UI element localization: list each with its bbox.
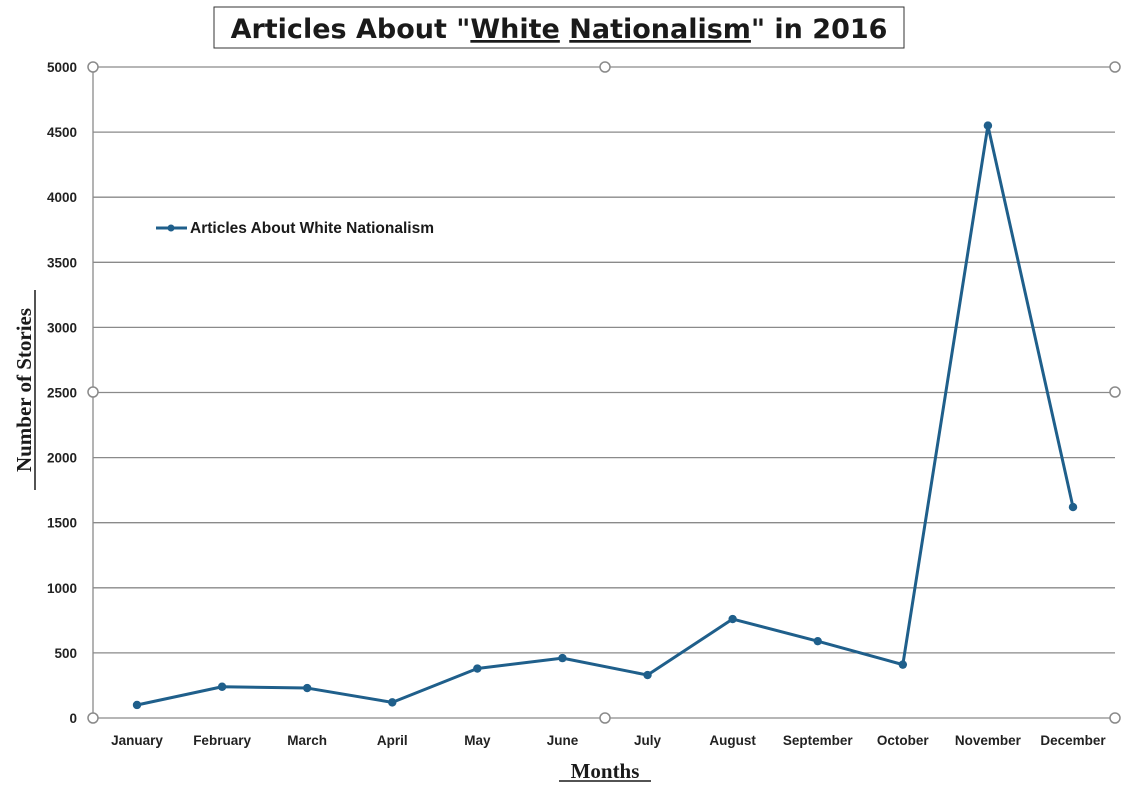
series-layer <box>132 121 1078 710</box>
data-point <box>473 664 482 673</box>
y-tick-label: 3000 <box>47 320 77 335</box>
x-tick-label: December <box>1040 733 1106 748</box>
y-tick-label: 4500 <box>47 125 77 140</box>
x-axis-tick-labels: January February March April May June July Augu… <box>111 733 1106 748</box>
data-point <box>898 660 908 669</box>
y-tick-label: 2000 <box>47 451 77 466</box>
x-axis-title: Months <box>571 759 640 783</box>
data-point <box>302 683 312 693</box>
y-axis-tick-labels: 0 500 1000 1500 2000 2500 3000 3500 4000 4500 5000 <box>47 60 77 726</box>
y-tick-label: 5000 <box>47 60 77 75</box>
data-point <box>558 653 567 663</box>
x-tick-label: May <box>464 733 491 748</box>
data-point <box>1068 502 1078 512</box>
data-point <box>983 121 993 130</box>
x-tick-label: October <box>877 733 930 748</box>
y-axis-title: Number of Stories <box>12 308 36 472</box>
y-tick-label: 4000 <box>47 190 77 205</box>
chart-title-box <box>213 6 905 49</box>
data-point <box>643 670 652 680</box>
selection-handle <box>87 712 99 724</box>
chart-title: Articles About "White Nationalism" in 20… <box>231 14 888 45</box>
data-point <box>217 682 227 691</box>
data-point <box>388 698 397 707</box>
selection-handle <box>599 712 611 724</box>
x-tick-label: January <box>111 733 163 748</box>
y-tick-label: 2500 <box>47 386 77 401</box>
selection-handle <box>599 61 611 73</box>
x-tick-label: August <box>709 733 756 748</box>
selection-handle <box>1109 712 1121 724</box>
legend-label: Articles About White Nationalism <box>190 220 434 237</box>
series-line <box>136 124 1075 707</box>
data-point <box>728 614 737 624</box>
x-tick-label: July <box>634 733 662 748</box>
y-tick-label: 1500 <box>47 516 77 531</box>
selection-handle <box>1109 386 1121 398</box>
y-tick-label: 1000 <box>47 581 77 596</box>
selection-handle <box>87 61 99 73</box>
selection-handle <box>87 386 99 398</box>
legend-swatch-marker <box>167 224 175 232</box>
x-tick-label: September <box>783 733 854 748</box>
plot-area-frame <box>87 61 1121 724</box>
data-point <box>813 636 822 646</box>
x-tick-label: February <box>193 733 251 748</box>
data-point <box>132 700 142 710</box>
x-tick-label: April <box>377 733 408 748</box>
y-tick-label: 0 <box>69 711 77 726</box>
x-tick-label: November <box>955 733 1022 748</box>
y-tick-label: 3500 <box>47 255 77 270</box>
chart-title-group: Articles About "White Nationalism" in 20… <box>213 6 905 49</box>
x-tick-label: June <box>547 733 579 748</box>
x-tick-label: March <box>287 733 327 748</box>
gridlines <box>93 66 1115 654</box>
legend: Articles About White Nationalism <box>156 220 434 237</box>
y-tick-label: 500 <box>54 646 77 661</box>
selection-handle <box>1109 61 1121 73</box>
